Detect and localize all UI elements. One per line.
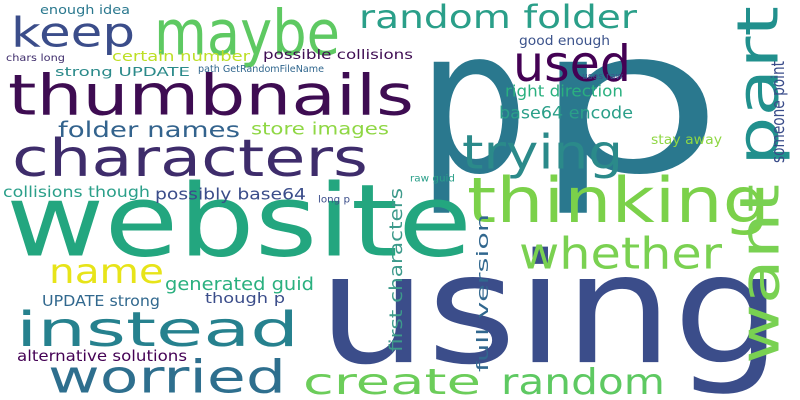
- word-chars-long: chars long: [6, 53, 65, 64]
- word-folder-names: folder names: [58, 119, 240, 143]
- word-store-images: store images: [251, 119, 389, 139]
- word-someone-point: someone point: [768, 61, 790, 164]
- word-first-characters: first characters: [386, 187, 407, 352]
- word-full-version: full version: [474, 214, 493, 372]
- word-path-getrandomfilename: path GetRandomFileName: [198, 64, 324, 75]
- word-uses-raw: uses raw: [582, 72, 623, 82]
- word-update-strong: UPDATE strong: [42, 292, 160, 311]
- word-long-p: long p: [318, 194, 350, 206]
- word-p-large: p: [418, 0, 528, 219]
- word-thinking: thinking: [467, 164, 770, 238]
- word-p-second: p: [532, 0, 724, 219]
- word-whether: whether: [519, 228, 722, 280]
- word-used: used: [513, 35, 631, 94]
- word-possibly-base64: possibly base64: [155, 185, 306, 205]
- word-trying: trying: [462, 125, 623, 180]
- word-create: create: [303, 360, 481, 400]
- word-possible-collisions: possible collisions: [263, 48, 413, 63]
- word-using: using: [318, 220, 782, 399]
- word-stay-away: stay away: [651, 133, 722, 148]
- word-random-folder: random folder: [359, 0, 637, 36]
- word-enough-idea: enough idea: [40, 3, 130, 17]
- word-good-enough: good enough: [519, 32, 610, 49]
- word-collisions-though: collisions though: [3, 183, 150, 202]
- word-website: website: [6, 163, 472, 280]
- word-raw-guid: raw guid: [410, 173, 455, 185]
- word-characters: characters: [12, 127, 368, 189]
- word-thumbnails: thumbnails: [8, 63, 414, 129]
- word-instead: instead: [16, 301, 299, 358]
- word-keep: keep: [11, 9, 135, 57]
- word-certain-number: certain number: [112, 48, 250, 66]
- word-strong-update: strong UPDATE: [55, 65, 190, 79]
- word-though-p: though p: [205, 290, 285, 308]
- word-right-direction: right direction: [505, 82, 623, 102]
- word-worried: worried: [48, 351, 286, 400]
- word-alternative-solutions: alternative solutions: [17, 347, 187, 366]
- word-want: want: [729, 184, 792, 364]
- word-generated-guid: generated guid: [165, 274, 314, 295]
- word-base64-encode: base64 encode: [499, 102, 633, 124]
- word-random: random: [501, 360, 665, 400]
- word-name: name: [49, 251, 164, 291]
- word-maybe: maybe: [154, 0, 340, 70]
